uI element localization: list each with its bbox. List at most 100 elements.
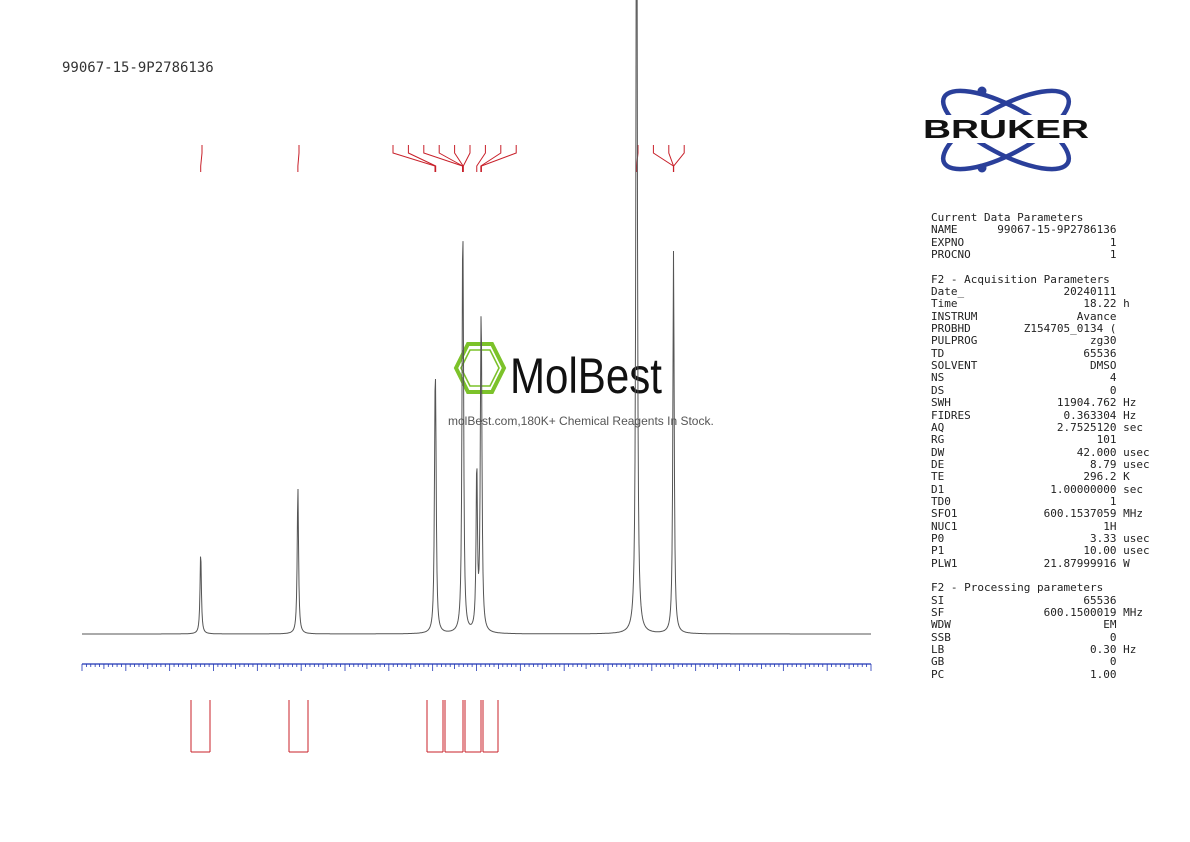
param-name: NS bbox=[931, 371, 978, 385]
param-value: 20240111 bbox=[1063, 285, 1117, 299]
peak-label-leader bbox=[423, 145, 464, 172]
integral-bracket bbox=[482, 700, 499, 753]
peak-label-leader bbox=[297, 145, 300, 172]
param-name: PULPROG bbox=[931, 334, 978, 348]
watermark-logo: MolBest bbox=[453, 342, 662, 404]
param-name: D1 bbox=[931, 482, 978, 496]
peak-label-layer bbox=[200, 145, 685, 172]
param-value: 65536 bbox=[1083, 593, 1117, 607]
watermark-tagline: molBest.com,180K+ Chemical Reagents In S… bbox=[448, 414, 714, 428]
acquisition-parameters-panel: Current Data Parameters NAME 99067-15-9P2… bbox=[931, 211, 1150, 681]
peak-label-leader bbox=[392, 145, 436, 172]
param-value: 600.1537059 bbox=[1043, 507, 1117, 521]
watermark-brand: MolBest bbox=[510, 348, 662, 404]
param-row: DE 8.79 usec bbox=[931, 457, 1150, 471]
param-value: 0.30 bbox=[1089, 643, 1117, 657]
param-value: 10.00 bbox=[1083, 544, 1117, 558]
param-row: SI 65536 bbox=[931, 593, 1150, 607]
param-unit: Hz bbox=[1123, 396, 1137, 410]
param-unit: h bbox=[1123, 297, 1130, 311]
param-section-title: F2 - Acquisition Parameters bbox=[931, 272, 1110, 286]
param-value: 0 bbox=[1109, 630, 1117, 644]
param-name: RG bbox=[931, 433, 978, 447]
param-row: AQ 2.7525120 sec bbox=[931, 420, 1150, 434]
param-name: P0 bbox=[931, 531, 978, 545]
peak-label-leader bbox=[407, 145, 437, 172]
param-name: TD0 bbox=[931, 494, 978, 508]
param-name: DS bbox=[931, 383, 978, 397]
param-name: NAME bbox=[931, 223, 978, 237]
param-name: AQ bbox=[931, 420, 978, 434]
param-value: 101 bbox=[1096, 433, 1117, 447]
param-row: SOLVENT DMSO bbox=[931, 359, 1150, 373]
param-row: SF 600.1500019 MHz bbox=[931, 606, 1150, 619]
param-value: 3.33 bbox=[1089, 531, 1117, 545]
param-name: SSB bbox=[931, 630, 978, 644]
peak-label-leader bbox=[668, 145, 675, 172]
param-value: 296.2 bbox=[1083, 470, 1117, 484]
param-row: FIDRES 0.363304 Hz bbox=[931, 408, 1150, 422]
param-value: Avance bbox=[1076, 309, 1117, 323]
integral-bracket bbox=[190, 700, 211, 753]
param-row: Date_ 20240111 bbox=[931, 285, 1150, 299]
param-name: SI bbox=[931, 593, 978, 607]
param-value: EM bbox=[1103, 618, 1117, 632]
param-value: zg30 bbox=[1089, 334, 1117, 348]
param-row: GB 0 bbox=[931, 656, 1150, 668]
param-name: SFO1 bbox=[931, 507, 978, 521]
param-name: SWH bbox=[931, 396, 978, 410]
param-value: 4 bbox=[1109, 371, 1117, 385]
param-name: TD bbox=[931, 346, 978, 360]
peak-label-leader bbox=[480, 145, 517, 172]
param-row: NAME 99067-15-9P2786136 bbox=[931, 224, 1150, 236]
param-unit: usec bbox=[1123, 531, 1150, 545]
peak-label-leader bbox=[462, 145, 471, 172]
peak-label-leader bbox=[200, 145, 203, 172]
sample-title: 99067-15-9P2786136 bbox=[62, 60, 214, 76]
param-unit: sec bbox=[1123, 420, 1143, 434]
param-row: RG 101 bbox=[931, 434, 1150, 446]
peak-label-leader bbox=[476, 145, 486, 172]
param-name: LB bbox=[931, 643, 978, 657]
param-name: DW bbox=[931, 445, 978, 459]
param-value: 1 bbox=[1109, 235, 1117, 249]
param-value: 42.000 bbox=[1076, 445, 1117, 459]
watermark-hexagon-icon bbox=[453, 342, 507, 394]
param-row: DS 0 bbox=[931, 383, 1150, 397]
bruker-logo: BRUKER bbox=[920, 86, 1095, 173]
param-name: PLW1 bbox=[931, 556, 978, 570]
param-value: 1 bbox=[1109, 494, 1117, 508]
param-value: 11904.762 bbox=[1056, 396, 1117, 410]
x-axis bbox=[81, 663, 872, 671]
param-value: 0.363304 bbox=[1063, 408, 1117, 422]
param-value: 99067-15-9P2786136 bbox=[997, 223, 1117, 237]
param-section-title: Current Data Parameters bbox=[931, 211, 1084, 224]
param-name: SOLVENT bbox=[931, 359, 978, 373]
param-name: SF bbox=[931, 606, 978, 619]
param-name: INSTRUM bbox=[931, 309, 978, 323]
param-name: P1 bbox=[931, 544, 978, 558]
integral-bracket bbox=[464, 700, 482, 753]
param-row: TE 296.2 K bbox=[931, 471, 1150, 483]
param-row: SSB 0 bbox=[931, 630, 1150, 644]
param-row: PC 1.00 bbox=[931, 667, 1150, 681]
param-row: LB 0.30 Hz bbox=[931, 643, 1150, 657]
param-value: 1.00 bbox=[1089, 667, 1117, 681]
param-value: DMSO bbox=[1089, 359, 1117, 373]
param-unit: W bbox=[1123, 556, 1130, 570]
param-row: NUC1 1H bbox=[931, 519, 1150, 533]
param-value: 65536 bbox=[1083, 346, 1117, 360]
integral-bracket bbox=[444, 700, 464, 753]
param-row: PROCNO 1 bbox=[931, 248, 1150, 261]
peak-label-leader bbox=[673, 145, 685, 172]
param-name: NUC1 bbox=[931, 519, 978, 533]
param-section-title: F2 - Processing parameters bbox=[931, 581, 1104, 595]
param-name: PROBHD bbox=[931, 322, 978, 336]
param-name: Time bbox=[931, 297, 978, 311]
param-unit: Hz bbox=[1123, 643, 1137, 657]
bruker-wordmark: BRUKER bbox=[923, 114, 1089, 144]
param-unit: sec bbox=[1123, 482, 1143, 496]
param-name: TE bbox=[931, 470, 978, 484]
param-name: DE bbox=[931, 457, 978, 471]
param-value: 8.79 bbox=[1089, 457, 1117, 471]
